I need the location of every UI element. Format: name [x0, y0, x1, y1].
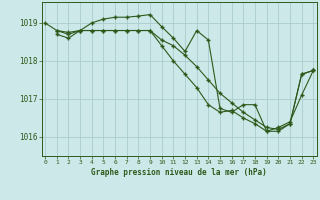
X-axis label: Graphe pression niveau de la mer (hPa): Graphe pression niveau de la mer (hPa) [91, 168, 267, 177]
